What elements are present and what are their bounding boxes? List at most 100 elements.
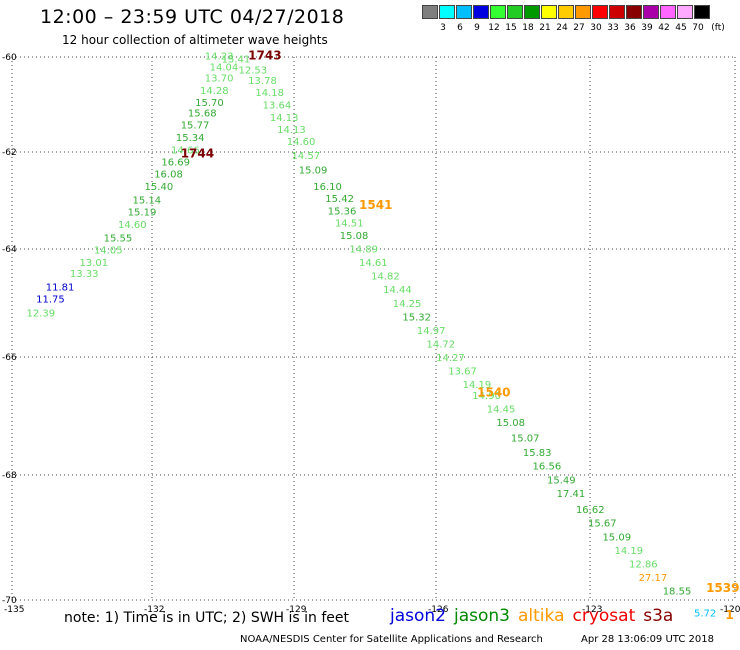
wave-height-point: 14.51: [335, 218, 364, 229]
satellite-altika-label: altika: [518, 606, 565, 626]
wave-height-point: 15.49: [547, 475, 576, 486]
wave-height-point: 12.86: [629, 559, 658, 570]
wave-height-point: 14.60: [287, 137, 316, 148]
color-scale-label: 36: [624, 23, 636, 33]
color-scale-swatch: [660, 5, 676, 19]
color-scale-swatch: [422, 5, 438, 19]
wave-height-point: 14.19: [463, 380, 492, 391]
wave-height-point: 14.19: [615, 546, 644, 557]
wave-height-point: 12.39: [26, 309, 55, 320]
color-scale-label: 27: [573, 23, 585, 33]
color-scale-swatch: [575, 5, 591, 19]
wave-height-point: 15.08: [496, 418, 525, 429]
color-scale-label: 18: [522, 23, 534, 33]
color-scale-label: 45: [675, 23, 687, 33]
wave-height-point: 5.72: [694, 608, 716, 619]
color-scale-label: 42: [658, 23, 670, 33]
wave-height-point: 15.42: [325, 194, 354, 205]
color-scale-label: 6: [457, 23, 463, 33]
longitude-label: -120: [720, 605, 740, 615]
wave-height-point: 13.78: [248, 76, 277, 87]
wave-height-point: 15.41: [222, 54, 251, 65]
wave-height-point: 14.27: [436, 353, 465, 364]
wave-height-point: 14.66: [171, 146, 200, 157]
color-scale-swatch: [626, 5, 642, 19]
color-scale-swatch: [592, 5, 608, 19]
wave-height-point: 16.08: [154, 170, 183, 181]
color-scale-swatch: [643, 5, 659, 19]
wave-height-point: 16.69: [161, 158, 190, 169]
color-scale-label: 39: [641, 23, 653, 33]
wave-height-point: 14.05: [94, 246, 123, 257]
color-scale-label: 3: [440, 23, 446, 33]
wave-height-point: 11.75: [36, 294, 65, 305]
wave-height-point: 15.14: [133, 196, 162, 207]
color-scale-label: 15: [505, 23, 517, 33]
page-title: 12:00 – 23:59 UTC 04/27/2018: [40, 6, 345, 28]
color-scale-swatch: [524, 5, 540, 19]
color-scale-swatch: [473, 5, 489, 19]
generated-timestamp: Apr 28 13:06:09 UTC 2018: [581, 634, 714, 645]
latitude-label: -70: [2, 596, 17, 606]
color-scale-label: 70: [692, 23, 704, 33]
wave-height-point: 15.34: [176, 133, 205, 144]
color-scale-swatch: [609, 5, 625, 19]
map-axis-labels: -60 -62 -64 -66 -68 -70-135 -132 -129 -126 -123 -1…: [2, 53, 740, 615]
latitude-label: -64: [2, 245, 17, 255]
satellite-jason2-label: jason2: [390, 606, 446, 626]
latitude-label: -66: [2, 353, 17, 363]
latitude-label: -60: [2, 53, 17, 63]
satellite-jason3-label: jason3: [454, 606, 510, 626]
wave-height-point: 15.67: [588, 519, 617, 530]
color-scale-swatch: [439, 5, 455, 19]
color-scale-label: 24: [556, 23, 568, 33]
satellite-legend: jason2 jason3 altika cryosat s3a: [390, 606, 681, 626]
wave-height-point: 18.55: [663, 587, 692, 598]
wave-height-point: 15.19: [128, 208, 157, 219]
longitude-label: -123: [582, 605, 602, 615]
color-scale-label: 33: [607, 23, 619, 33]
wave-height-point: 15.77: [181, 121, 210, 132]
color-scale-swatch: [456, 5, 472, 19]
wave-height-point: 15.09: [299, 166, 328, 177]
wave-height-point: 17.41: [557, 489, 586, 500]
wave-height-point: 13.70: [205, 73, 234, 84]
color-scale-swatch: [507, 5, 523, 19]
color-scale-swatch: [490, 5, 506, 19]
wave-height-point: 13.01: [79, 258, 108, 269]
longitude-label: -132: [144, 605, 164, 615]
wave-height-point: 16.10: [313, 182, 342, 193]
wave-height-point: 14.72: [427, 340, 456, 351]
wave-height-point: 16.62: [576, 505, 605, 516]
longitude-label: -129: [286, 605, 307, 615]
satellite-cryosat-label: cryosat: [572, 606, 636, 626]
wave-height-point: 15.55: [104, 234, 133, 245]
wave-height-point: 14.97: [417, 326, 446, 337]
color-scale-swatch: [558, 5, 574, 19]
wave-height-point: 15.36: [328, 206, 357, 217]
color-scale-label: 12: [488, 23, 500, 33]
wave-height-point: 14.18: [255, 88, 284, 99]
track-time-label: 1539: [706, 581, 739, 595]
wave-height-point: 27.17: [639, 573, 668, 584]
credit-line: NOAA/NESDIS Center for Satellite Applica…: [240, 634, 543, 645]
wave-height-point: 13.64: [263, 101, 292, 112]
units-note: note: 1) Time is in UTC; 2) SWH is in fe…: [64, 610, 350, 626]
wave-height-point: 16.56: [533, 462, 562, 473]
color-scale-swatch: [541, 5, 557, 19]
wave-height-point: 14.57: [292, 151, 321, 162]
track-time-label: 1743: [248, 49, 281, 63]
wave-height-point: 15.83: [523, 448, 552, 459]
wave-height-point: 14.89: [349, 244, 378, 255]
longitude-label: -126: [428, 605, 449, 615]
wave-height-point: 13.67: [448, 367, 477, 378]
wave-height-point: 14.45: [487, 405, 516, 416]
latitude-label: -68: [2, 471, 17, 481]
wave-height-point: 14.61: [359, 258, 388, 269]
track-labels: 1743 1744 1541 1540 1539 1: [181, 49, 740, 622]
wave-height-point: 15.09: [602, 532, 631, 543]
page-subtitle: 12 hour collection of altimeter wave hei…: [62, 33, 328, 47]
wave-height-point: 14.60: [118, 220, 147, 231]
